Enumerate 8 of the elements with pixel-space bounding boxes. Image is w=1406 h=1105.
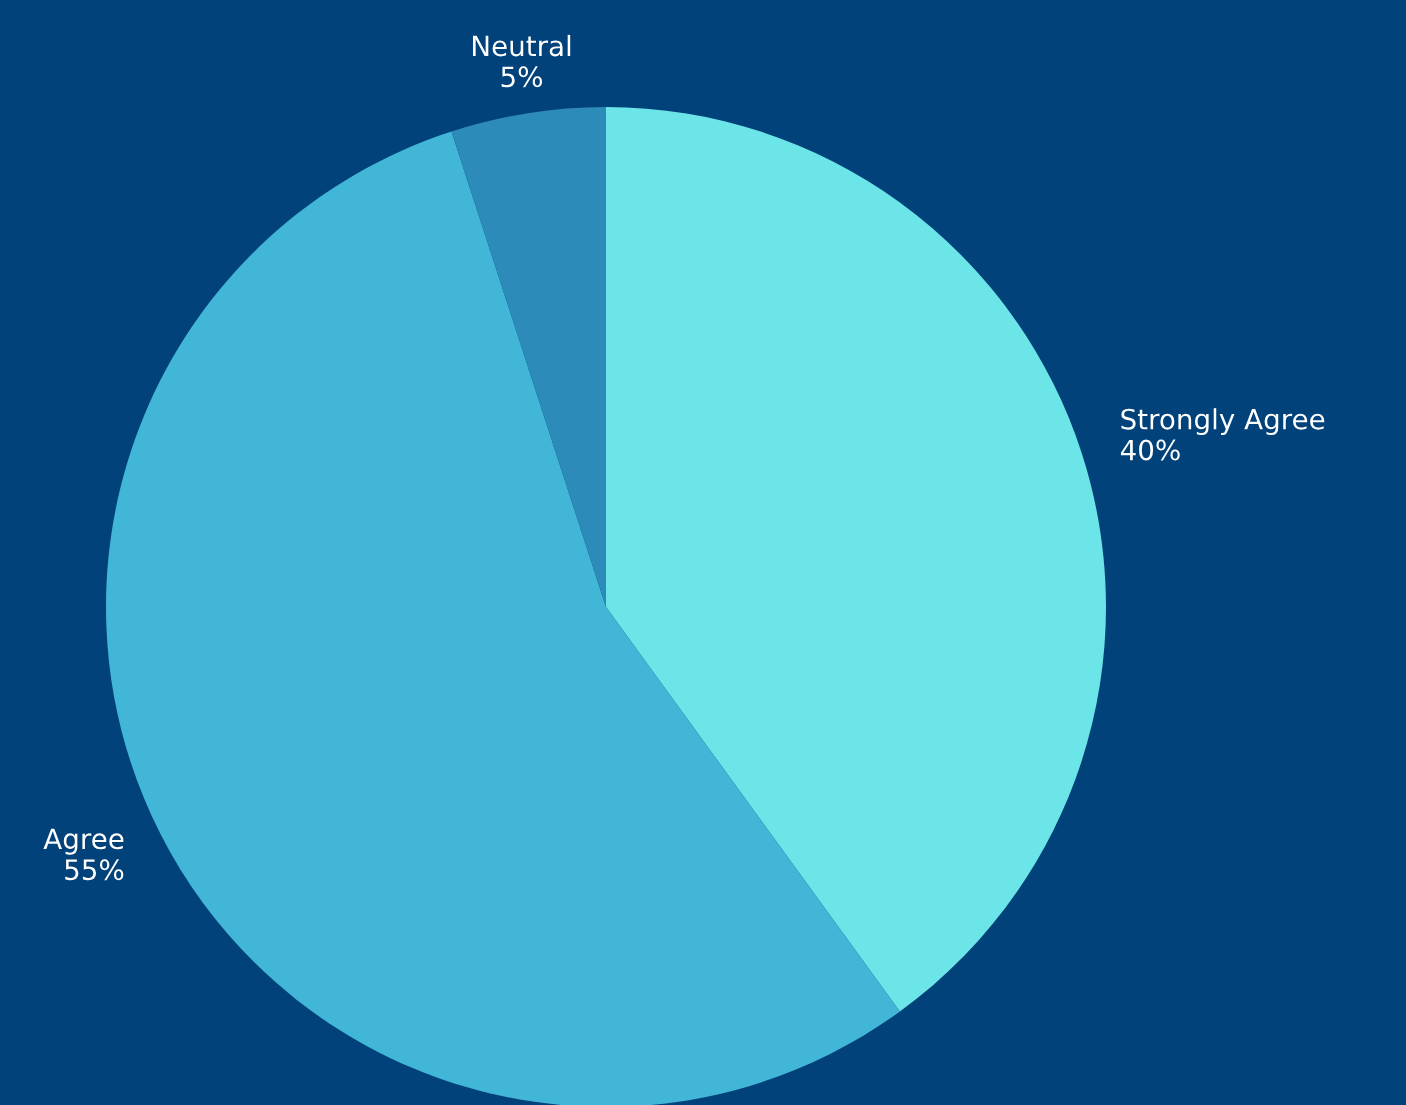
- slice-label: Strongly Agree: [1121, 408, 1325, 436]
- pie-slice: [606, 107, 1106, 1012]
- pie-slice: [451, 107, 606, 607]
- data-label: 5%: [501, 66, 543, 88]
- data-label: 55%: [65, 859, 124, 881]
- slice-label: Neutral: [472, 34, 571, 57]
- slice-label: Agree: [43, 828, 124, 855]
- data-label: 40%: [1120, 439, 1180, 461]
